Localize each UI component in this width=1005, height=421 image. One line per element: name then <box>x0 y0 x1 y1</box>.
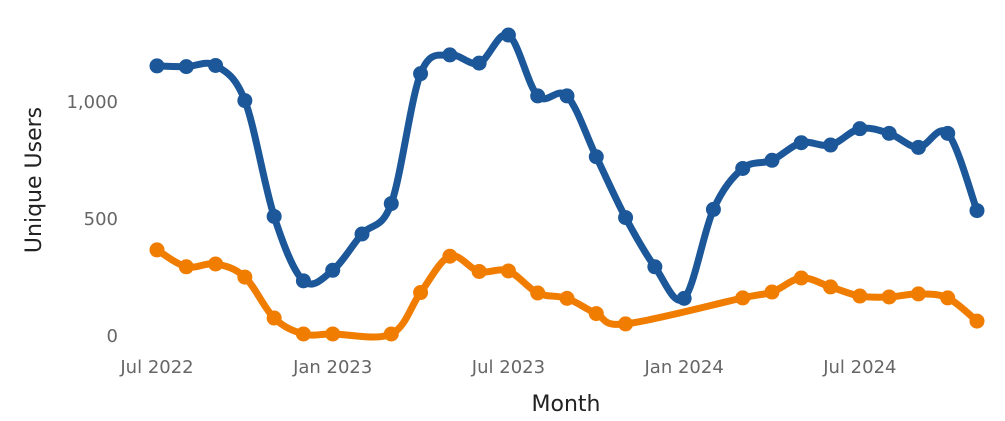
point <box>881 125 897 141</box>
point <box>910 286 926 302</box>
point <box>940 290 956 306</box>
x-tick-label: Jul 2022 <box>119 357 193 378</box>
x-axis-label: Month <box>532 392 601 417</box>
point <box>793 270 809 286</box>
point <box>793 135 809 151</box>
point <box>559 88 575 104</box>
point <box>735 160 751 176</box>
point <box>208 57 224 73</box>
point <box>969 313 985 329</box>
point <box>237 269 253 285</box>
point <box>500 27 516 43</box>
point <box>383 196 399 212</box>
point <box>647 259 663 275</box>
point <box>413 285 429 301</box>
point <box>500 263 516 279</box>
point <box>852 288 868 304</box>
point <box>969 203 985 219</box>
point <box>442 248 458 264</box>
point <box>325 326 341 342</box>
y-axis-label: Unique Users <box>22 107 47 253</box>
point <box>588 149 604 165</box>
point <box>471 55 487 71</box>
point <box>676 290 692 306</box>
point <box>149 242 165 258</box>
point <box>764 284 780 300</box>
point <box>413 66 429 82</box>
point <box>295 326 311 342</box>
y-tick-label: 0 <box>107 326 118 347</box>
point <box>383 326 399 342</box>
line <box>153 31 981 304</box>
point <box>530 88 546 104</box>
x-tick-label: Jul 2023 <box>471 357 545 378</box>
x-tick-label: Jul 2024 <box>822 357 896 378</box>
point <box>910 139 926 155</box>
x-tick-label: Jan 2023 <box>292 357 372 378</box>
point <box>237 93 253 109</box>
point <box>823 137 839 153</box>
point <box>325 262 341 278</box>
point <box>735 290 751 306</box>
point <box>471 263 487 279</box>
point <box>618 316 634 332</box>
point <box>178 259 194 275</box>
point <box>149 58 165 74</box>
point <box>354 226 370 242</box>
point <box>266 208 282 224</box>
y-tick-label: 500 <box>84 209 118 230</box>
y-tick-label: 1,000 <box>66 92 118 113</box>
point <box>881 289 897 305</box>
point <box>764 152 780 168</box>
point <box>559 290 575 306</box>
point <box>442 47 458 63</box>
point <box>295 273 311 289</box>
point <box>852 121 868 137</box>
point <box>530 285 546 301</box>
point <box>178 59 194 75</box>
point <box>266 310 282 326</box>
point <box>208 256 224 272</box>
point <box>588 306 604 322</box>
x-tick-label: Jan 2024 <box>644 357 724 378</box>
point <box>705 201 721 217</box>
point <box>823 279 839 295</box>
point <box>940 125 956 141</box>
point <box>618 210 634 226</box>
